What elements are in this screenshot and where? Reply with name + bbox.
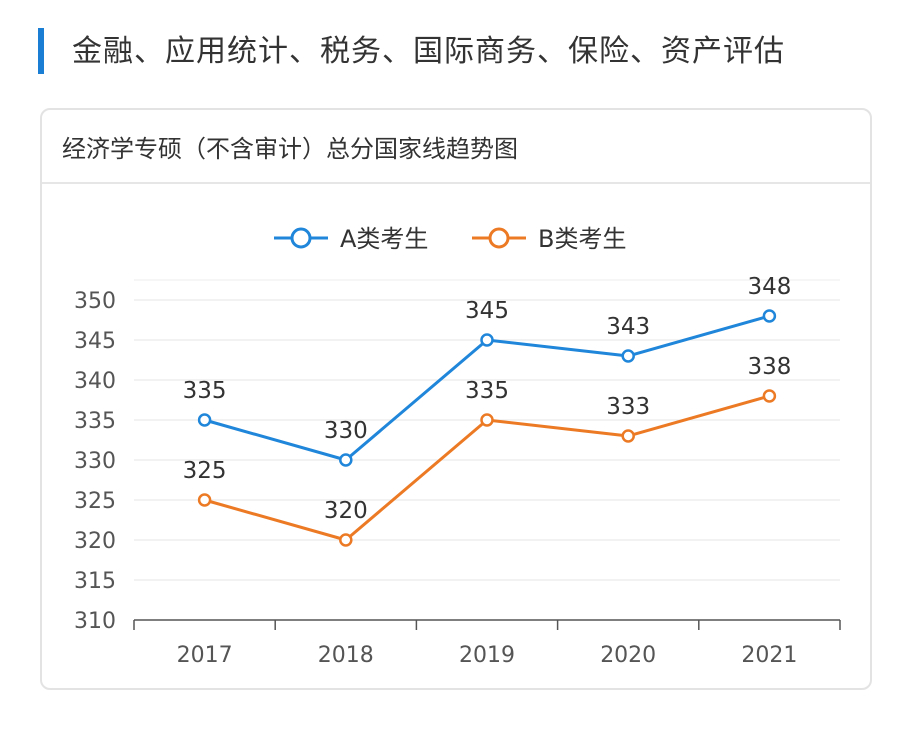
x-tick-label: 2021 [741, 643, 797, 668]
x-tick-label: 2019 [459, 643, 515, 668]
data-point [762, 389, 777, 403]
data-point [197, 493, 212, 507]
data-point [621, 429, 635, 443]
data-label: 335 [183, 378, 227, 404]
data-point [197, 413, 212, 427]
x-tick-label: 2020 [600, 643, 656, 668]
data-point [621, 349, 635, 363]
data-label: 348 [747, 274, 791, 300]
data-label: 325 [183, 458, 227, 484]
header-accent-bar [38, 28, 44, 74]
x-tick-label: 2018 [318, 643, 374, 668]
data-point [480, 413, 494, 427]
legend-marker [488, 227, 510, 249]
y-tick-label: 315 [74, 569, 116, 594]
y-tick-label: 325 [74, 489, 116, 514]
x-tick-label: 2017 [177, 643, 233, 668]
data-point [762, 309, 777, 323]
data-label: 345 [465, 298, 509, 324]
data-label: 320 [324, 498, 368, 524]
y-tick-label: 310 [74, 609, 116, 634]
legend-marker [290, 227, 312, 249]
legend-label: A类考生 [340, 225, 428, 253]
data-label: 338 [747, 354, 791, 380]
card-header: 经济学专硕（不含审计）总分国家线趋势图 [42, 110, 870, 184]
y-tick-label: 335 [74, 409, 116, 434]
data-label: 343 [606, 314, 650, 340]
y-tick-label: 330 [74, 449, 116, 474]
y-tick-label: 340 [74, 369, 116, 394]
data-label: 330 [324, 418, 368, 444]
data-point [339, 453, 353, 467]
chart-title: 经济学专硕（不含审计）总分国家线趋势图 [62, 134, 518, 163]
data-label: 335 [465, 378, 509, 404]
data-label: 333 [606, 394, 650, 420]
y-tick-label: 350 [74, 289, 116, 314]
page-title: 金融、应用统计、税务、国际商务、保险、资产评估 [72, 34, 785, 69]
y-tick-label: 345 [74, 329, 116, 354]
legend-label: B类考生 [538, 225, 626, 253]
data-point [480, 333, 494, 347]
y-tick-label: 320 [74, 529, 116, 554]
line-chart: 310 315 320 325 330 335 340 345 350 2017 2018 2019 2… [74, 225, 841, 668]
chart-card: 经济学专硕（不含审计）总分国家线趋势图 310 315 320 325 330 335 34… [40, 108, 872, 690]
data-point [339, 533, 353, 547]
